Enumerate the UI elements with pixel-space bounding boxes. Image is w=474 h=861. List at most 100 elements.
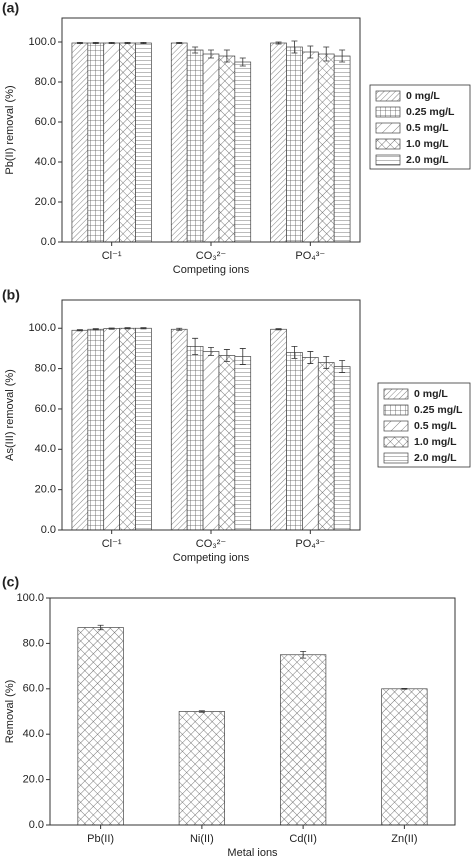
x-tick-label: Cd(II) bbox=[289, 833, 317, 845]
bar bbox=[186, 49, 204, 243]
error-bar bbox=[339, 49, 346, 63]
bar bbox=[103, 328, 120, 531]
bar bbox=[317, 362, 335, 531]
y-tick-label: 80.0 bbox=[23, 637, 44, 649]
legend-swatch bbox=[375, 122, 401, 134]
y-tick-label: 0.0 bbox=[29, 819, 44, 831]
bar bbox=[71, 329, 89, 531]
y-tick-label: 80.0 bbox=[35, 76, 56, 88]
legend-label: 0.5 mg/L bbox=[414, 420, 457, 432]
error-bar bbox=[76, 329, 83, 332]
error-bar bbox=[239, 348, 246, 365]
y-tick-label: 60.0 bbox=[23, 683, 44, 695]
legend-label: 0 mg/L bbox=[406, 90, 440, 102]
error-bar bbox=[291, 40, 298, 54]
legend-label: 1.0 mg/L bbox=[406, 138, 449, 150]
error-bar bbox=[323, 46, 330, 62]
legend-label: 2.0 mg/L bbox=[414, 452, 457, 464]
error-bar bbox=[208, 49, 214, 59]
legend-swatch bbox=[383, 404, 409, 416]
error-bar bbox=[275, 41, 282, 45]
error-bar bbox=[76, 42, 83, 44]
legend-swatch bbox=[375, 106, 401, 118]
error-bar bbox=[275, 328, 282, 331]
error-bar bbox=[198, 710, 205, 713]
error-bar bbox=[208, 347, 214, 356]
error-bar bbox=[323, 356, 330, 369]
panel-label: (c) bbox=[2, 574, 19, 590]
plot-frame bbox=[49, 597, 456, 826]
bar bbox=[170, 42, 188, 243]
bar bbox=[333, 55, 351, 243]
x-tick-label: CO₃²⁻ bbox=[196, 538, 227, 550]
legend-label: 0 mg/L bbox=[414, 388, 448, 400]
error-bar bbox=[339, 360, 346, 374]
y-tick-label: 40.0 bbox=[23, 728, 44, 740]
bar bbox=[202, 351, 220, 531]
bar bbox=[381, 688, 428, 826]
panel-label: (a) bbox=[2, 0, 19, 16]
legend-label: 1.0 mg/L bbox=[414, 436, 457, 448]
x-tick-label: Pb(II) bbox=[87, 833, 114, 845]
bar bbox=[87, 42, 105, 243]
error-bar bbox=[307, 45, 314, 59]
bar bbox=[270, 42, 287, 243]
legend-label: 2.0 mg/L bbox=[406, 154, 449, 166]
bar bbox=[286, 46, 303, 243]
error-bar bbox=[223, 349, 230, 362]
bar bbox=[178, 711, 226, 826]
y-tick-label: 100.0 bbox=[16, 592, 44, 604]
error-bar bbox=[124, 42, 131, 44]
y-axis-label: Removal (%) bbox=[4, 680, 16, 744]
error-bar bbox=[124, 327, 131, 330]
y-tick-label: 100.0 bbox=[28, 322, 56, 334]
bar bbox=[218, 355, 236, 531]
panel-label: (b) bbox=[2, 287, 20, 303]
bar bbox=[302, 357, 319, 531]
y-tick-label: 20.0 bbox=[35, 484, 56, 496]
error-bar bbox=[108, 42, 115, 44]
error-bar bbox=[192, 46, 199, 54]
y-tick-label: 40.0 bbox=[35, 156, 56, 168]
legend-label: 0.5 mg/L bbox=[406, 122, 449, 134]
y-axis-label: Pb(II) removal (%) bbox=[4, 85, 16, 174]
error-bar bbox=[92, 42, 99, 44]
legend-label: 0.25 mg/L bbox=[406, 106, 455, 118]
x-tick-label: CO₃²⁻ bbox=[196, 250, 227, 262]
bar bbox=[119, 327, 136, 531]
y-tick-label: 40.0 bbox=[35, 443, 56, 455]
bar bbox=[119, 42, 136, 243]
error-bar bbox=[307, 351, 314, 364]
bar bbox=[270, 328, 287, 531]
y-tick-label: 100.0 bbox=[28, 36, 56, 48]
error-bar bbox=[97, 624, 104, 631]
x-tick-label: PO₄³⁻ bbox=[295, 250, 325, 262]
bar bbox=[202, 53, 220, 243]
x-axis-label: Competing ions bbox=[173, 552, 250, 564]
y-tick-label: 60.0 bbox=[35, 116, 56, 128]
legend-swatch bbox=[383, 452, 409, 464]
bar bbox=[317, 53, 335, 243]
x-tick-label: PO₄³⁻ bbox=[295, 538, 325, 550]
bar bbox=[234, 61, 252, 243]
error-bar bbox=[176, 327, 183, 331]
error-bar bbox=[291, 346, 298, 359]
bar bbox=[170, 328, 188, 531]
legend-swatch bbox=[375, 138, 401, 150]
bar bbox=[135, 327, 152, 531]
error-bar bbox=[239, 57, 246, 67]
legend-swatch bbox=[375, 90, 401, 102]
bar bbox=[71, 42, 89, 243]
bar bbox=[186, 346, 204, 531]
error-bar bbox=[108, 327, 115, 330]
y-tick-label: 0.0 bbox=[41, 524, 56, 536]
error-bar bbox=[92, 328, 99, 331]
error-bar bbox=[140, 42, 147, 44]
error-bar bbox=[176, 42, 183, 44]
x-tick-label: Ni(II) bbox=[190, 833, 214, 845]
x-tick-label: Cl⁻¹ bbox=[102, 538, 122, 550]
legend-swatch bbox=[375, 154, 401, 166]
bar bbox=[218, 55, 236, 243]
y-axis-label: As(III) removal (%) bbox=[4, 369, 16, 461]
